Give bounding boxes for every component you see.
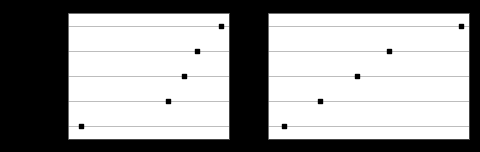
Point (77, 125, 85, 128)
Point (457, 24, 465, 27)
Point (280, 125, 288, 128)
Point (217, 24, 225, 27)
Point (385, 50, 393, 52)
Point (193, 50, 201, 52)
Point (353, 75, 360, 77)
Point (164, 100, 172, 102)
Point (180, 75, 188, 77)
Point (316, 100, 324, 102)
